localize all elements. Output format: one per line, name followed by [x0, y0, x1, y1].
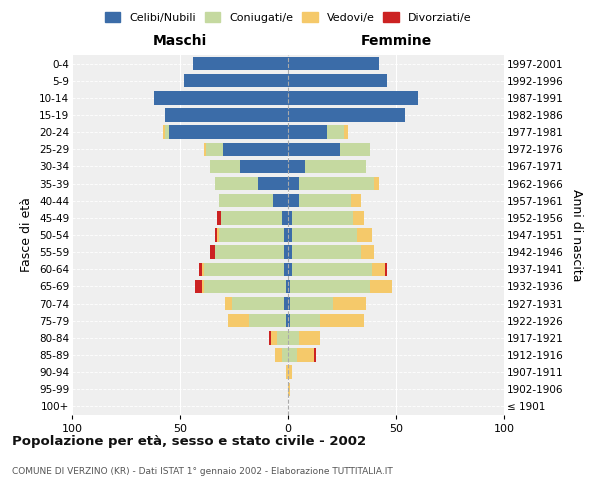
Bar — [385, 262, 388, 276]
Bar — [334, 297, 366, 310]
Bar — [284, 228, 288, 241]
Bar — [288, 160, 305, 173]
Bar — [217, 228, 219, 241]
Bar — [221, 211, 281, 224]
Bar — [258, 177, 288, 190]
Bar — [206, 142, 223, 156]
Text: Maschi: Maschi — [153, 34, 207, 48]
Bar — [299, 331, 320, 344]
Bar — [215, 177, 258, 190]
Bar — [288, 211, 292, 224]
Bar — [290, 280, 370, 293]
Bar — [320, 314, 364, 328]
Bar — [269, 331, 271, 344]
Bar — [372, 262, 385, 276]
Bar — [292, 246, 361, 259]
Bar — [314, 348, 316, 362]
Bar — [232, 297, 284, 310]
Bar — [340, 142, 370, 156]
Bar — [165, 108, 288, 122]
Bar — [210, 160, 241, 173]
Bar — [350, 194, 361, 207]
Bar — [204, 142, 206, 156]
Bar — [361, 246, 374, 259]
Bar — [288, 177, 299, 190]
Bar — [374, 177, 379, 190]
Bar — [202, 280, 204, 293]
Bar — [202, 262, 204, 276]
Text: COMUNE DI VERZINO (KR) - Dati ISTAT 1° gennaio 2002 - Elaborazione TUTTITALIA.IT: COMUNE DI VERZINO (KR) - Dati ISTAT 1° g… — [12, 468, 393, 476]
Bar — [286, 366, 288, 379]
Bar — [288, 262, 292, 276]
Bar — [219, 194, 273, 207]
Bar — [199, 262, 202, 276]
Legend: Celibi/Nubili, Coniugati/e, Vedovi/e, Divorziati/e: Celibi/Nubili, Coniugati/e, Vedovi/e, Di… — [100, 8, 476, 28]
Bar — [215, 246, 284, 259]
Bar — [195, 280, 202, 293]
Bar — [299, 177, 374, 190]
Bar — [288, 366, 292, 379]
Bar — [210, 246, 215, 259]
Bar — [290, 314, 320, 328]
Bar — [288, 228, 292, 241]
Bar — [327, 126, 344, 139]
Bar — [165, 126, 169, 139]
Bar — [219, 228, 284, 241]
Bar — [286, 280, 288, 293]
Y-axis label: Anni di nascita: Anni di nascita — [570, 188, 583, 281]
Bar — [292, 228, 357, 241]
Y-axis label: Fasce di età: Fasce di età — [20, 198, 34, 272]
Bar — [275, 348, 281, 362]
Bar — [286, 314, 288, 328]
Bar — [249, 314, 286, 328]
Bar — [288, 348, 296, 362]
Bar — [184, 74, 288, 88]
Bar — [299, 194, 350, 207]
Bar — [281, 348, 288, 362]
Bar — [292, 262, 372, 276]
Bar — [204, 280, 286, 293]
Bar — [226, 297, 232, 310]
Bar — [288, 194, 299, 207]
Bar — [288, 331, 299, 344]
Bar — [273, 194, 288, 207]
Bar — [154, 91, 288, 104]
Bar — [217, 211, 221, 224]
Bar — [284, 297, 288, 310]
Bar — [292, 211, 353, 224]
Bar — [277, 331, 288, 344]
Bar — [344, 126, 349, 139]
Bar — [357, 228, 372, 241]
Bar — [163, 126, 165, 139]
Bar — [353, 211, 364, 224]
Bar — [288, 57, 379, 70]
Bar — [271, 331, 277, 344]
Bar — [169, 126, 288, 139]
Bar — [204, 262, 284, 276]
Text: Femmine: Femmine — [361, 34, 431, 48]
Bar — [296, 348, 314, 362]
Bar — [288, 382, 290, 396]
Bar — [227, 314, 249, 328]
Bar — [223, 142, 288, 156]
Bar — [288, 91, 418, 104]
Bar — [241, 160, 288, 173]
Bar — [215, 228, 217, 241]
Bar — [288, 74, 388, 88]
Bar — [288, 280, 290, 293]
Bar — [284, 262, 288, 276]
Bar — [290, 297, 334, 310]
Bar — [288, 246, 292, 259]
Text: Popolazione per età, sesso e stato civile - 2002: Popolazione per età, sesso e stato civil… — [12, 435, 366, 448]
Bar — [288, 126, 327, 139]
Bar — [370, 280, 392, 293]
Bar — [305, 160, 366, 173]
Bar — [288, 314, 290, 328]
Bar — [288, 142, 340, 156]
Bar — [288, 108, 404, 122]
Bar — [193, 57, 288, 70]
Bar — [284, 246, 288, 259]
Bar — [281, 211, 288, 224]
Bar — [288, 297, 290, 310]
